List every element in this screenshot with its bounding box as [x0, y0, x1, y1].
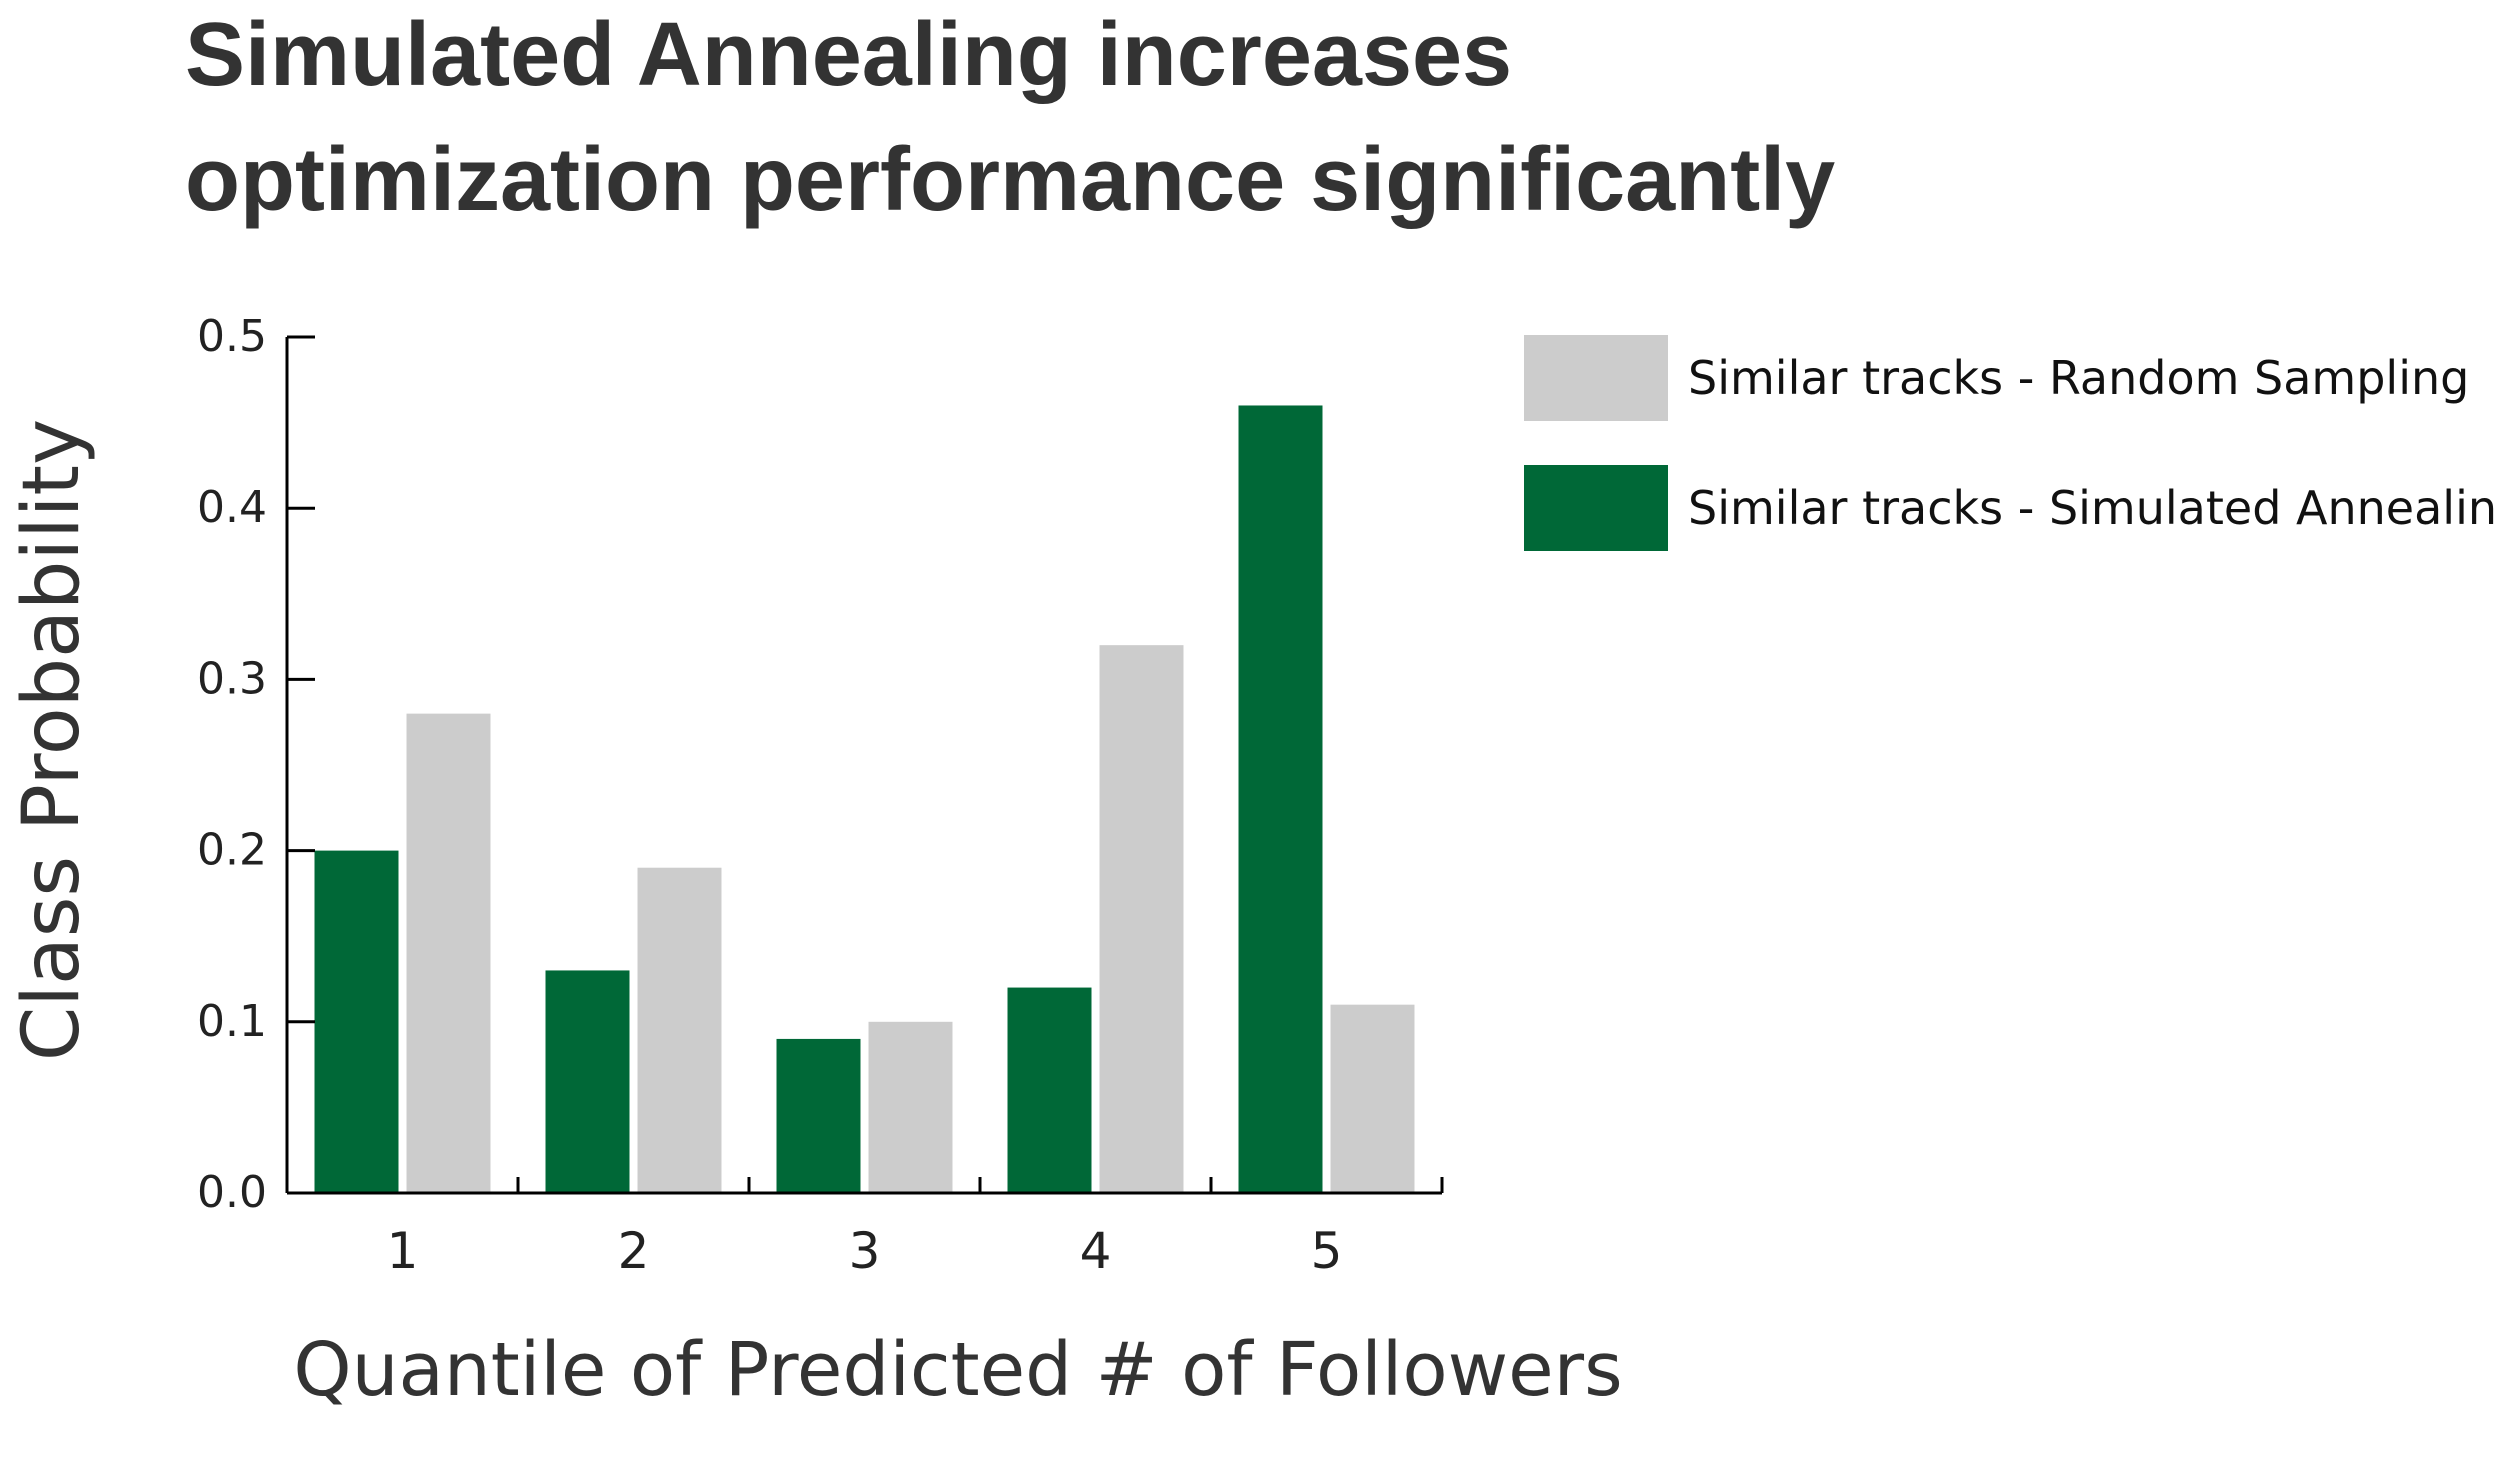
bars-group [314, 405, 1415, 1194]
y-axis-label: Class Probability [7, 419, 97, 1061]
x-tick-label: 2 [618, 1222, 650, 1280]
legend-swatch [1524, 465, 1668, 551]
chart-title-line-1: Simulated Annealing increases [185, 5, 1512, 105]
x-axis-label: Quantile of Predicted # of Followers [293, 1327, 1622, 1413]
y-tick-label: 0.5 [197, 311, 267, 362]
x-tick-label: 4 [1080, 1222, 1112, 1280]
y-tick-label: 0.4 [197, 482, 267, 533]
axes-group: 0.0 0.1 0.2 0.3 0.4 0.5 1 2 3 4 5 [197, 311, 1444, 1280]
bar-simulated-annealing-1 [314, 850, 399, 1193]
legend-swatch [1524, 335, 1668, 421]
bar-simulated-annealing-5 [1238, 405, 1323, 1194]
legend-label: Similar tracks - Random Sampling [1688, 351, 2469, 405]
bar-random-sampling-4 [1099, 645, 1184, 1193]
bar-simulated-annealing-2 [545, 970, 630, 1193]
bar-random-sampling-5 [1330, 1004, 1415, 1193]
bar-simulated-annealing-4 [1007, 987, 1092, 1193]
bar-random-sampling-3 [868, 1021, 953, 1193]
legend-label: Similar tracks - Simulated Annealing [1688, 481, 2494, 535]
y-tick-label: 0.2 [197, 825, 267, 876]
bar-random-sampling-1 [406, 713, 491, 1193]
x-tick-label: 3 [849, 1222, 881, 1280]
legend: Similar tracks - Random Sampling Similar … [1524, 335, 2494, 551]
x-tick-label: 5 [1311, 1222, 1343, 1280]
y-tick-label: 0.0 [197, 1167, 267, 1218]
y-tick-label: 0.3 [197, 653, 267, 704]
chart-title-line-2: optimization performance significantly [185, 130, 1835, 230]
bar-simulated-annealing-3 [776, 1038, 861, 1193]
bar-random-sampling-2 [637, 867, 722, 1193]
x-tick-label: 1 [387, 1222, 419, 1280]
y-tick-label: 0.1 [197, 996, 267, 1047]
